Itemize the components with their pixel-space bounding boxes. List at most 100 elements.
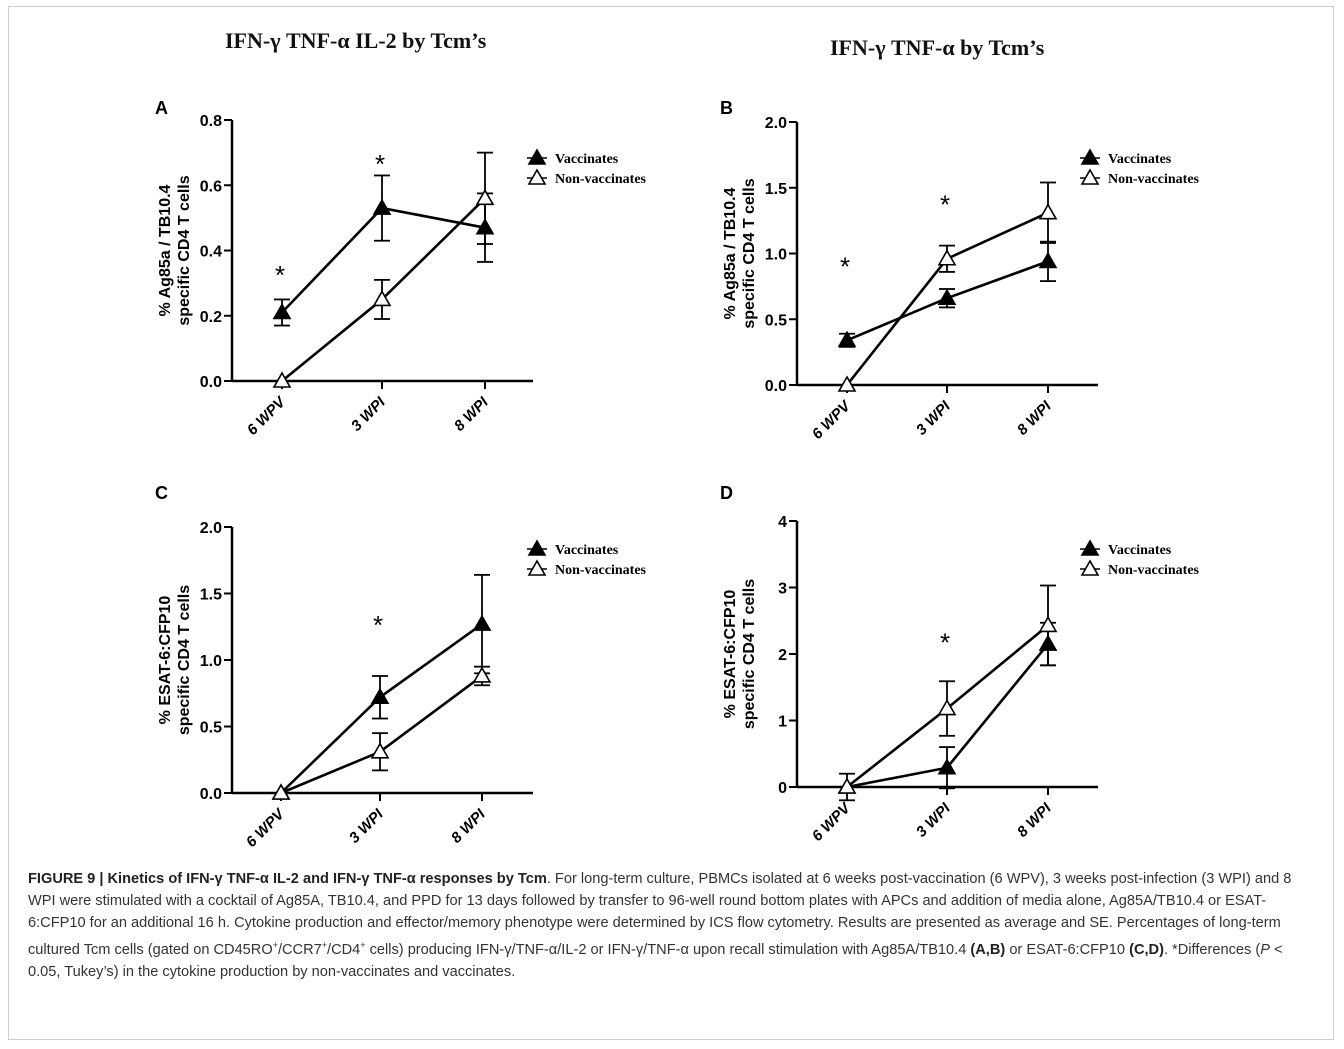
- data-point-non-vaccinates: [837, 375, 857, 392]
- x-tick-label: 8 WPI: [448, 805, 489, 846]
- caption-text-6: . *Differences (: [1163, 941, 1261, 958]
- caption-text-3: /CD4: [327, 941, 361, 958]
- legend-label-non-vaccinates: Non-vaccinates: [1108, 172, 1200, 187]
- x-tick-label: 6 WPV: [809, 396, 855, 442]
- legend-marker-vaccinates: [1080, 148, 1100, 165]
- data-point-vaccinates: [472, 614, 492, 631]
- data-point-non-vaccinates: [272, 371, 292, 388]
- significance-asterisk: *: [940, 190, 950, 220]
- x-tick-label: 8 WPI: [1014, 799, 1055, 840]
- legend-label-non-vaccinates: Non-vaccinates: [1108, 563, 1200, 578]
- caption-text-1: . For long-term culture, PBMCs isolated …: [28, 871, 1292, 958]
- data-point-vaccinates: [370, 687, 390, 705]
- chart-panel-c: C 0.0 0.5 1.0 1.5 2.0 6 WPV 3 WPI 8 WPI % ESAT-6:…: [155, 483, 647, 851]
- x-tick-label: 6 WPV: [244, 392, 290, 438]
- right-column-title: IFN-γ TNF-α by Tcm’s: [830, 35, 1045, 60]
- caption-text-4: cells) producing IFN-γ/TNF-α/IL-2 or IFN…: [365, 941, 971, 958]
- y-tick-label: 2.0: [765, 115, 787, 132]
- data-point-non-vaccinates: [1038, 203, 1058, 220]
- y-tick-label: 2: [778, 647, 787, 664]
- x-tick-label: 6 WPV: [809, 798, 855, 844]
- x-tick-label: 3 WPI: [346, 805, 387, 846]
- legend-marker-non-vaccinates: [1080, 168, 1100, 185]
- y-axis-label-line-2: specific CD4 T cells: [176, 175, 193, 325]
- y-axis-label-line-2: specific CD4 T cells: [741, 579, 758, 729]
- data-point-non-vaccinates: [271, 783, 291, 800]
- data-point-vaccinates: [1038, 251, 1058, 269]
- y-axis-label-line-1: % ESAT-6:CFP10: [157, 596, 174, 725]
- y-tick-label: 1.5: [200, 587, 222, 604]
- y-axis-label-line-1: % Ag85a / TB10.4: [722, 187, 739, 319]
- y-tick-label: 1.0: [765, 247, 787, 264]
- y-tick-label: 1.0: [200, 653, 222, 670]
- legend-label-vaccinates: Vaccinates: [555, 152, 619, 167]
- caption-title: Kinetics of IFN-γ TNF-α IL-2 and IFN-γ T…: [107, 871, 547, 887]
- series-line-vaccinates: [280, 623, 483, 794]
- legend-marker-vaccinates: [527, 539, 547, 556]
- chart-panel-b: B 0.0 0.5 1.0 1.5 2.0 6 WPV 3 WPI 8 WPI % Ag85a /…: [720, 98, 1200, 443]
- data-point-vaccinates: [272, 302, 292, 320]
- legend-label-vaccinates: Vaccinates: [1108, 543, 1172, 558]
- significance-asterisk: *: [840, 251, 850, 281]
- y-tick-label: 1.5: [765, 181, 787, 198]
- y-tick-label: 0.0: [200, 786, 222, 803]
- legend-marker-non-vaccinates: [527, 559, 547, 576]
- y-tick-label: 0.5: [765, 312, 787, 329]
- legend-marker-vaccinates: [527, 148, 547, 165]
- legend-label-vaccinates: Vaccinates: [555, 543, 619, 558]
- x-tick-label: 3 WPI: [348, 393, 389, 434]
- data-point-vaccinates: [837, 330, 857, 348]
- significance-asterisk: *: [375, 149, 385, 179]
- y-tick-label: 2.0: [200, 520, 222, 537]
- x-tick-label: 3 WPI: [913, 799, 954, 840]
- y-axis-label-line-1: % Ag85a / TB10.4: [157, 184, 174, 316]
- significance-asterisk: *: [275, 260, 285, 290]
- legend-marker-non-vaccinates: [1080, 559, 1100, 576]
- significance-asterisk: *: [940, 627, 950, 657]
- y-tick-label: 0.6: [200, 178, 222, 195]
- caption-bold-ab: (A,B): [970, 941, 1006, 958]
- data-point-vaccinates: [937, 288, 957, 306]
- data-point-non-vaccinates: [937, 698, 957, 716]
- y-tick-label: 0: [778, 780, 787, 797]
- panel-letter: B: [720, 98, 733, 118]
- data-point-non-vaccinates: [837, 777, 857, 794]
- significance-asterisk: *: [373, 610, 383, 640]
- figure-frame: [8, 6, 1334, 1040]
- left-column-title: IFN-γ TNF-α IL-2 by Tcm’s: [225, 28, 487, 53]
- caption-text-5: or ESAT-6:CFP10: [1005, 941, 1130, 958]
- data-point-non-vaccinates: [1038, 615, 1058, 633]
- legend-marker-vaccinates: [1080, 539, 1100, 556]
- y-tick-label: 4: [778, 514, 787, 531]
- data-point-non-vaccinates: [475, 188, 495, 206]
- legend-label-non-vaccinates: Non-vaccinates: [555, 172, 647, 187]
- chart-panel-a: A 0.0 0.2 0.4 0.6 0.8 6 WPV 3 WPI 8 WPI % Ag85a /…: [155, 98, 647, 439]
- figure-caption: FIGURE 9 | Kinetics of IFN-γ TNF-α IL-2 …: [28, 868, 1318, 983]
- y-axis-label-line-1: % ESAT-6:CFP10: [722, 590, 739, 719]
- panel-letter: A: [155, 98, 168, 118]
- legend-label-non-vaccinates: Non-vaccinates: [555, 563, 647, 578]
- caption-sup-1: +: [272, 940, 278, 950]
- caption-figure-label: FIGURE 9 |: [28, 871, 108, 887]
- caption-sup-3: +: [360, 940, 366, 950]
- y-tick-label: 0.2: [200, 309, 222, 326]
- panel-letter: D: [720, 483, 733, 503]
- y-tick-label: 0.4: [200, 244, 222, 261]
- y-axis-label-line-2: specific CD4 T cells: [741, 178, 758, 328]
- x-tick-label: 6 WPV: [243, 804, 289, 850]
- y-axis-label-line-2: specific CD4 T cells: [176, 585, 193, 735]
- chart-panel-d: D 0 1 2 3 4 6 WPV 3 WPI 8 WPI % ESAT-6:CFP10 speci…: [720, 483, 1200, 845]
- data-point-non-vaccinates: [937, 249, 957, 266]
- data-point-vaccinates: [937, 758, 957, 775]
- y-tick-label: 0.8: [200, 113, 222, 130]
- data-point-non-vaccinates: [472, 666, 492, 683]
- series-line-non-vaccinates: [281, 197, 486, 383]
- y-tick-label: 1: [778, 714, 787, 731]
- x-tick-label: 8 WPI: [1014, 397, 1055, 438]
- caption-bold-cd: (C,D): [1129, 941, 1164, 958]
- legend-label-vaccinates: Vaccinates: [1108, 152, 1172, 167]
- legend-marker-non-vaccinates: [527, 168, 547, 185]
- caption-text-7: < 0.05, Tukey’s) in the cytokine product…: [28, 941, 1283, 980]
- data-point-non-vaccinates: [372, 289, 392, 307]
- x-tick-label: 8 WPI: [451, 393, 492, 434]
